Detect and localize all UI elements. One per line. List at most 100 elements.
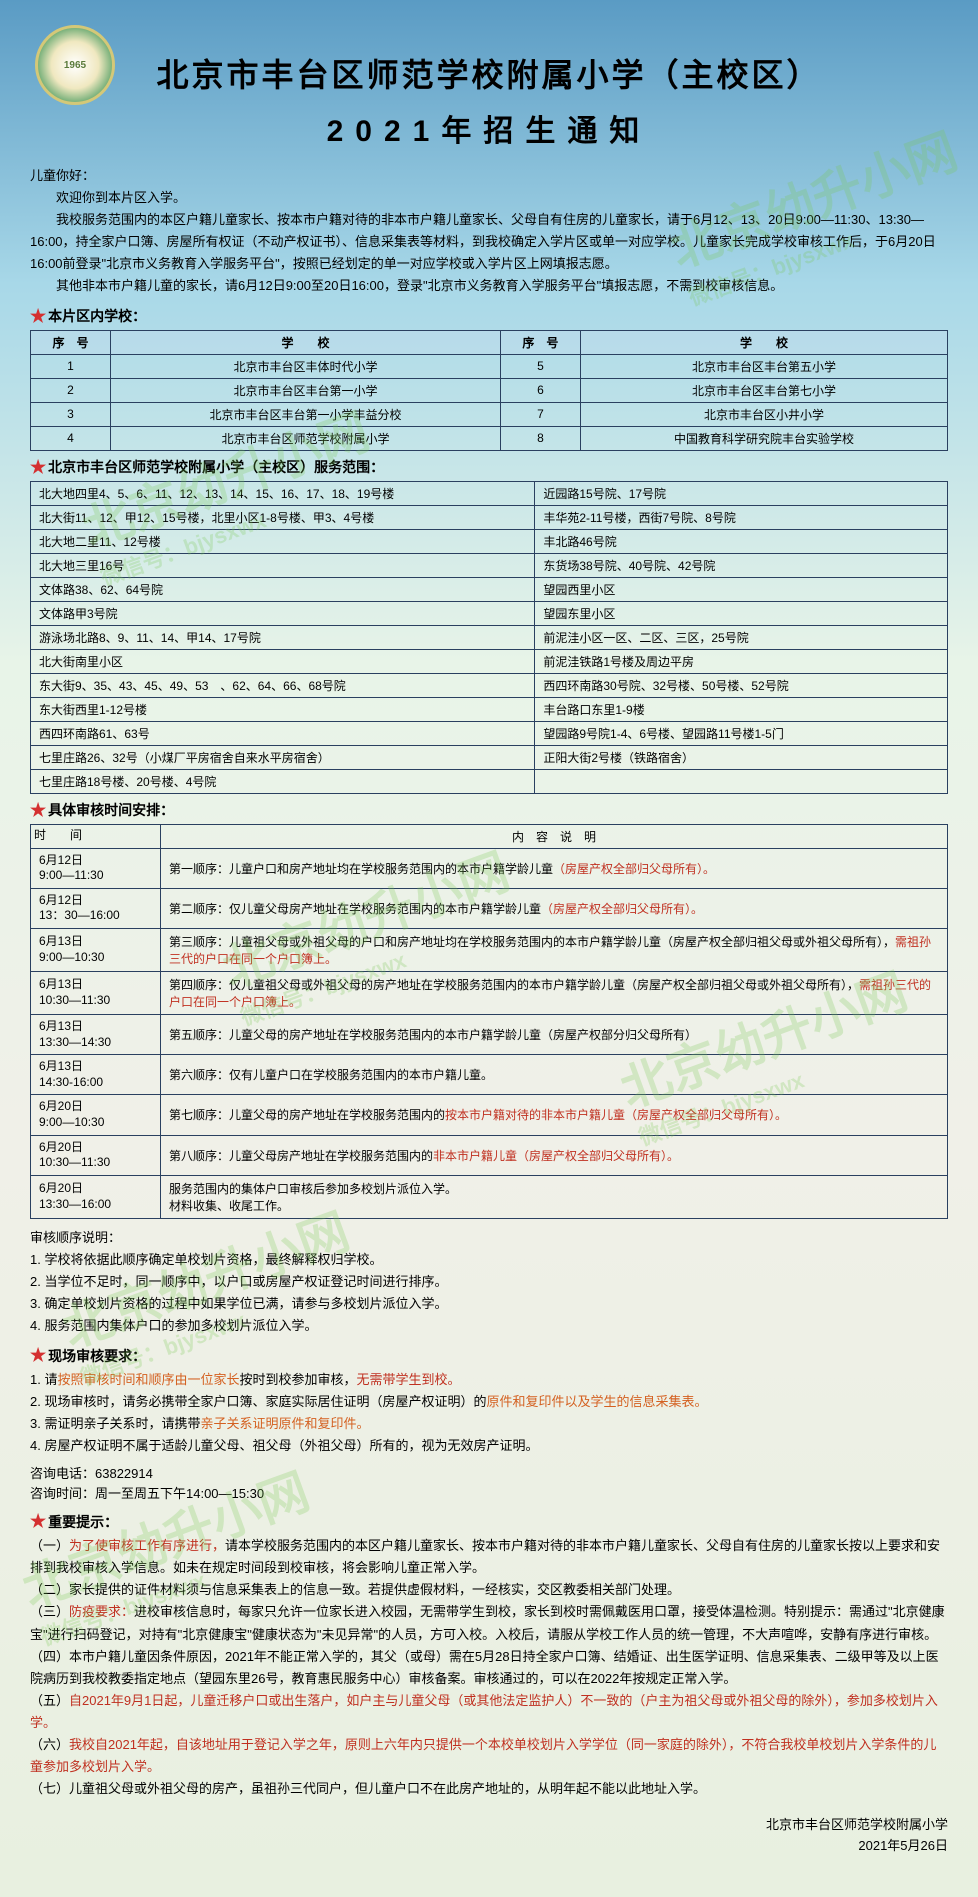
desc-cell: 服务范围内的集体户口审核后参加多校划片派位入学。材料收集、收尾工作。 xyxy=(161,1175,948,1218)
cell: 丰华苑2-11号楼，西街7号院、8号院 xyxy=(535,505,948,529)
section-onsite: ★现场审核要求： xyxy=(30,1345,948,1366)
range-table: 北大地四里4、5、6、11、12、13、14、15、16、17、18、19号楼近… xyxy=(30,481,948,794)
tip-item: （三）防疫要求：进校审核信息时，每家只允许一位家长进入校园，无需带学生到校，家长… xyxy=(30,1601,948,1645)
star-icon: ★ xyxy=(30,1511,46,1532)
cell: 6 xyxy=(500,378,580,402)
time-cell: 6月20日13:30—16:00 xyxy=(31,1175,161,1218)
schools-table: 序 号 学 校 序 号 学 校 1北京市丰台区丰体时代小学5北京市丰台区丰台第五… xyxy=(30,330,948,451)
cell: 望园西里小区 xyxy=(535,577,948,601)
intro-block: 儿童你好： 欢迎你到本片区入学。 我校服务范围内的本区户籍儿童家长、按本市户籍对… xyxy=(30,165,948,298)
cell: 北京市丰台区小井小学 xyxy=(580,402,947,426)
cell: 七里庄路26、32号（小煤厂平房宿舍自来水平房宿舍） xyxy=(31,745,535,769)
tip-item: （五）自2021年9月1日起，儿童迁移户口或出生落户，如户主与儿童父母（或其他法… xyxy=(30,1690,948,1734)
cell: 北京市丰台区丰体时代小学 xyxy=(111,354,501,378)
table-row: 6月20日13:30—16:00服务范围内的集体户口审核后参加多校划片派位入学。… xyxy=(31,1175,948,1218)
cell: 4 xyxy=(31,426,111,450)
onsite-item: 4. 房屋产权证明不属于适龄儿童父母、祖父母（外祖父母）所有的，视为无效房产证明… xyxy=(30,1435,948,1457)
col-name: 学 校 xyxy=(111,330,501,354)
col-num: 序 号 xyxy=(31,330,111,354)
table-row: 游泳场北路8、9、11、14、甲14、17号院前泥洼小区一区、二区、三区，25号… xyxy=(31,625,948,649)
cell: 东货场38号院、40号院、42号院 xyxy=(535,553,948,577)
star-icon: ★ xyxy=(30,306,46,327)
table-row: 西四环南路61、63号望园路9号院1-4、6号楼、望园路11号楼1-5门 xyxy=(31,721,948,745)
cell: 近园路15号院、17号院 xyxy=(535,481,948,505)
cell xyxy=(535,769,948,793)
sign-date: 2021年5月26日 xyxy=(30,1836,948,1857)
tip-item: （四）本市户籍儿童因条件原因，2021年不能正常入学的，其父（或母）需在5月28… xyxy=(30,1646,948,1690)
table-row: 4北京市丰台区师范学校附属小学8中国教育科学研究院丰台实验学校 xyxy=(31,426,948,450)
time-cell: 6月12日9:00—11:30 xyxy=(31,848,161,888)
col-num: 序 号 xyxy=(500,330,580,354)
cell: 文体路甲3号院 xyxy=(31,601,535,625)
table-row: 文体路甲3号院望园东里小区 xyxy=(31,601,948,625)
desc-cell: 第八顺序：儿童父母房产地址在学校服务范围内的非本市户籍儿童（房屋产权全部归父母所… xyxy=(161,1135,948,1175)
star-icon: ★ xyxy=(30,457,46,478)
desc-cell: 第六顺序：仅有儿童户口在学校服务范围内的本市户籍儿童。 xyxy=(161,1055,948,1095)
sched-head-desc: 内 容 说 明 xyxy=(161,824,948,848)
cell: 七里庄路18号楼、20号楼、4号院 xyxy=(31,769,535,793)
cell: 西四环南路30号院、32号楼、50号楼、52号院 xyxy=(535,673,948,697)
contact-hours: 咨询时间：周一至周五下午14:00—15:30 xyxy=(30,1484,948,1505)
tips-block: （一）为了使审核工作有序进行，请本学校服务范围内的本区户籍儿童家长、按本市户籍对… xyxy=(30,1535,948,1800)
desc-cell: 第二顺序：仅儿童父母房产地址在学校服务范围内的本市户籍学龄儿童（房屋产权全部归父… xyxy=(161,888,948,928)
table-row: 6月20日10:30—11:30第八顺序：儿童父母房产地址在学校服务范围内的非本… xyxy=(31,1135,948,1175)
onsite-item: 3. 需证明亲子关系时，请携带亲子关系证明原件和复印件。 xyxy=(30,1413,948,1435)
greeting: 儿童你好： xyxy=(30,165,948,187)
tip-item: （一）为了使审核工作有序进行，请本学校服务范围内的本区户籍儿童家长、按本市户籍对… xyxy=(30,1535,948,1579)
cell: 丰北路46号院 xyxy=(535,529,948,553)
schedule-table: 时 间内 容 说 明 6月12日9:00—11:30第一顺序：儿童户口和房产地址… xyxy=(30,824,948,1219)
cell: 1 xyxy=(31,354,111,378)
time-cell: 6月13日14:30-16:00 xyxy=(31,1055,161,1095)
section-range: ★北京市丰台区师范学校附属小学（主校区）服务范围： xyxy=(30,457,948,478)
section-tips: ★重要提示： xyxy=(30,1511,948,1532)
table-row: 七里庄路26、32号（小煤厂平房宿舍自来水平房宿舍）正阳大街2号楼（铁路宿舍） xyxy=(31,745,948,769)
onsite-item: 2. 现场审核时，请务必携带全家户口簿、家庭实际居住证明（房屋产权证明）的原件和… xyxy=(30,1391,948,1413)
cell: 北大地二里11、12号楼 xyxy=(31,529,535,553)
notes-title: 审核顺序说明： xyxy=(30,1227,948,1249)
onsite-list: 1. 请按照审核时间和顺序由一位家长按时到校参加审核，无需带学生到校。2. 现场… xyxy=(30,1369,948,1457)
cell: 前泥洼小区一区、二区、三区，25号院 xyxy=(535,625,948,649)
star-icon: ★ xyxy=(30,800,46,821)
cell: 北大街11、12、甲12、15号楼，北里小区1-8号楼、甲3、4号楼 xyxy=(31,505,535,529)
table-row: 东大街西里1-12号楼丰台路口东里1-9楼 xyxy=(31,697,948,721)
table-row: 1北京市丰台区丰体时代小学5北京市丰台区丰台第五小学 xyxy=(31,354,948,378)
time-cell: 6月20日10:30—11:30 xyxy=(31,1135,161,1175)
time-cell: 6月12日13：30—16:00 xyxy=(31,888,161,928)
table-row: 6月13日14:30-16:00第六顺序：仅有儿童户口在学校服务范围内的本市户籍… xyxy=(31,1055,948,1095)
notes-block: 审核顺序说明： 1. 学校将依据此顺序确定单校划片资格，最终解释权归学校。2. … xyxy=(30,1227,948,1337)
signature: 北京市丰台区师范学校附属小学 2021年5月26日 xyxy=(30,1815,948,1857)
sched-head-time: 时 间 xyxy=(31,824,161,848)
cell: 中国教育科学研究院丰台实验学校 xyxy=(580,426,947,450)
cell: 东大街西里1-12号楼 xyxy=(31,697,535,721)
cell: 北京市丰台区丰台第五小学 xyxy=(580,354,947,378)
cell: 丰台路口东里1-9楼 xyxy=(535,697,948,721)
table-row: 北大街11、12、甲12、15号楼，北里小区1-8号楼、甲3、4号楼丰华苑2-1… xyxy=(31,505,948,529)
table-row: 6月12日9:00—11:30第一顺序：儿童户口和房产地址均在学校服务范围内的本… xyxy=(31,848,948,888)
tip-item: （七）儿童祖父母或外祖父母的房产，虽祖孙三代同户，但儿童户口不在此房产地址的，从… xyxy=(30,1778,948,1800)
table-row: 2北京市丰台区丰台第一小学6北京市丰台区丰台第七小学 xyxy=(31,378,948,402)
cell: 8 xyxy=(500,426,580,450)
table-row: 北大地三里16号东货场38号院、40号院、42号院 xyxy=(31,553,948,577)
section-schools: ★本片区内学校： xyxy=(30,306,948,327)
col-name: 学 校 xyxy=(580,330,947,354)
star-icon: ★ xyxy=(30,1345,46,1366)
table-row: 3北京市丰台区丰台第一小学丰益分校7北京市丰台区小井小学 xyxy=(31,402,948,426)
cell: 文体路38、62、64号院 xyxy=(31,577,535,601)
cell: 北京市丰台区师范学校附属小学 xyxy=(111,426,501,450)
school-logo: 1965 xyxy=(35,25,115,105)
section-schedule: ★具体审核时间安排： xyxy=(30,800,948,821)
cell: 2 xyxy=(31,378,111,402)
tip-item: （六）我校自2021年起，自该地址用于登记入学之年，原则上六年内只提供一个本校单… xyxy=(30,1734,948,1778)
contact-block: 咨询电话：63822914 咨询时间：周一至周五下午14:00—15:30 xyxy=(30,1464,948,1506)
table-row: 6月13日13:30—14:30第五顺序：儿童父母的房产地址在学校服务范围内的本… xyxy=(31,1014,948,1054)
desc-cell: 第三顺序：儿童祖父母或外祖父母的户口和房产地址均在学校服务范围内的本市户籍学龄儿… xyxy=(161,928,948,971)
table-row: 6月13日9:00—10:30第三顺序：儿童祖父母或外祖父母的户口和房产地址均在… xyxy=(31,928,948,971)
cell: 5 xyxy=(500,354,580,378)
cell: 前泥洼铁路1号楼及周边平房 xyxy=(535,649,948,673)
table-row: 北大地二里11、12号楼丰北路46号院 xyxy=(31,529,948,553)
time-cell: 6月13日13:30—14:30 xyxy=(31,1014,161,1054)
cell: 北京市丰台区丰台第七小学 xyxy=(580,378,947,402)
time-cell: 6月20日9:00—10:30 xyxy=(31,1095,161,1135)
intro-p2: 我校服务范围内的本区户籍儿童家长、按本市户籍对待的非本市户籍儿童家长、父母自有住… xyxy=(30,209,948,275)
note-item: 4. 服务范围内集体户口的参加多校划片派位入学。 xyxy=(30,1315,948,1337)
